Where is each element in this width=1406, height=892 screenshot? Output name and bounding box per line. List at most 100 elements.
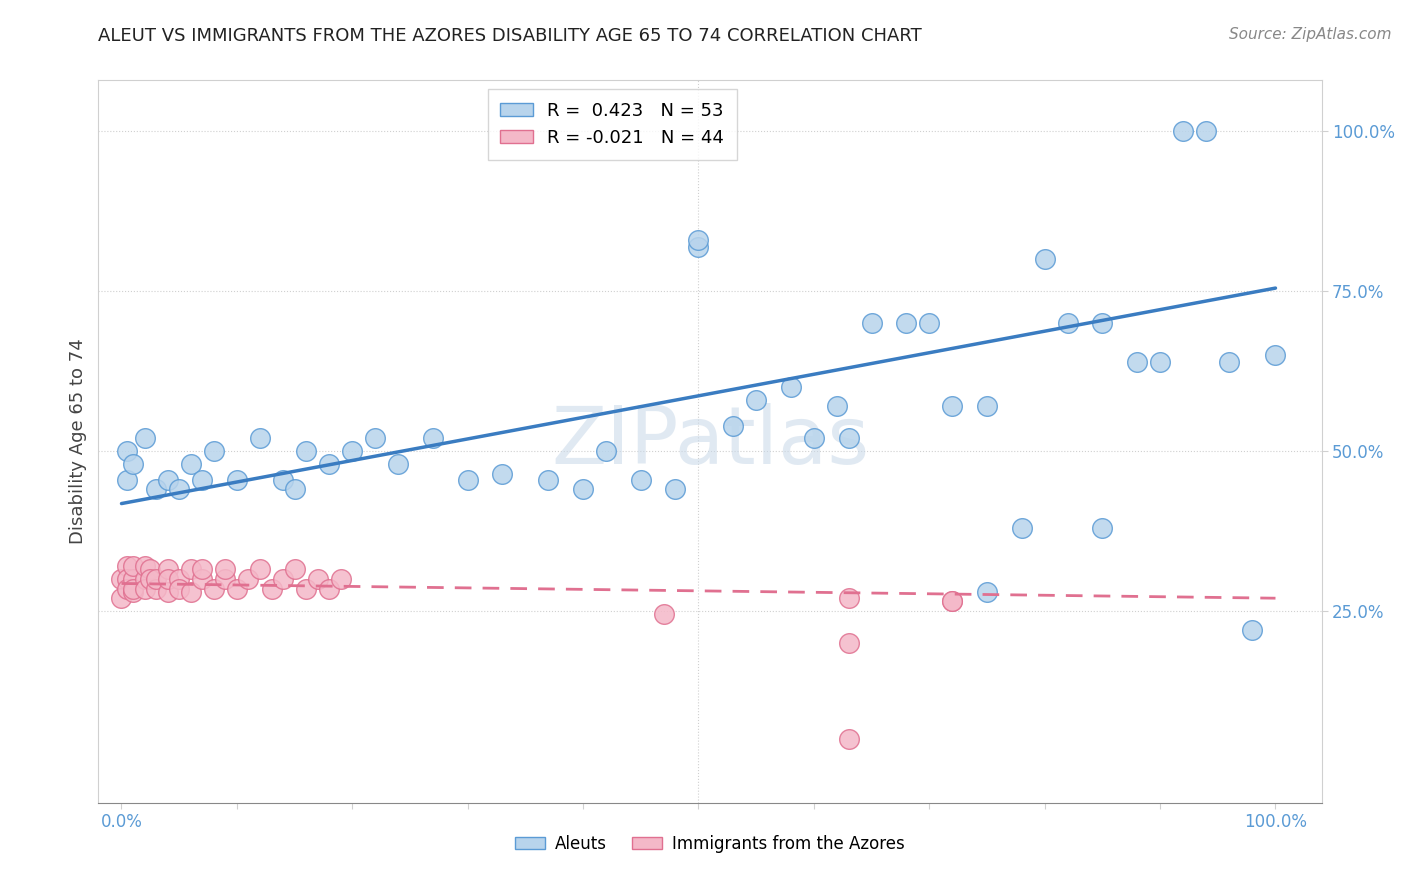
Text: ZIPatlas: ZIPatlas [551,402,869,481]
Point [1033,252,1056,267]
Point [1218,354,1240,368]
Point [318,582,340,596]
Point [422,431,444,445]
Point [295,444,318,458]
Point [491,467,513,481]
Point [117,572,139,586]
Point [202,444,225,458]
Point [249,431,271,445]
Point [630,473,652,487]
Text: ALEUT VS IMMIGRANTS FROM THE AZORES DISABILITY AGE 65 TO 74 CORRELATION CHART: ALEUT VS IMMIGRANTS FROM THE AZORES DISA… [98,27,922,45]
Point [134,582,156,596]
Point [1149,354,1171,368]
Point [860,316,883,330]
Point [122,572,145,586]
Point [284,562,307,576]
Point [721,418,744,433]
Point [745,392,768,407]
Point [122,584,145,599]
Point [180,457,202,471]
Point [191,572,214,586]
Point [260,582,283,596]
Point [295,582,318,596]
Point [572,483,595,497]
Point [139,572,162,586]
Point [167,572,190,586]
Point [652,607,675,622]
Point [117,582,139,596]
Point [976,400,998,414]
Point [837,591,859,606]
Point [167,582,190,596]
Point [249,562,271,576]
Point [145,572,167,586]
Point [896,316,918,330]
Point [134,559,156,574]
Point [837,431,859,445]
Point [191,473,214,487]
Point [117,444,139,458]
Point [1056,316,1078,330]
Point [145,483,167,497]
Point [364,431,387,445]
Point [110,591,132,606]
Point [180,562,202,576]
Point [156,572,179,586]
Point [825,400,848,414]
Point [329,572,352,586]
Point [1011,521,1033,535]
Point [134,431,156,445]
Point [595,444,617,458]
Point [307,572,329,586]
Point [238,572,260,586]
Point [271,473,294,487]
Point [457,473,479,487]
Point [1195,124,1218,138]
Point [976,584,998,599]
Point [284,483,307,497]
Point [110,572,132,586]
Point [214,562,236,576]
Point [214,572,236,586]
Point [122,582,145,596]
Point [134,572,156,586]
Y-axis label: Disability Age 65 to 74: Disability Age 65 to 74 [69,339,87,544]
Point [1091,521,1114,535]
Point [156,562,179,576]
Point [941,400,963,414]
Point [167,483,190,497]
Point [122,457,145,471]
Point [145,582,167,596]
Point [1241,623,1264,637]
Point [180,584,202,599]
Point [1126,354,1149,368]
Point [1264,348,1286,362]
Point [664,483,686,497]
Point [803,431,825,445]
Point [225,473,247,487]
Point [688,233,710,247]
Point [779,380,801,394]
Point [117,473,139,487]
Point [271,572,294,586]
Point [941,594,963,608]
Legend: Aleuts, Immigrants from the Azores: Aleuts, Immigrants from the Azores [509,828,911,860]
Point [688,239,710,253]
Point [122,559,145,574]
Point [1091,316,1114,330]
Point [202,582,225,596]
Point [139,562,162,576]
Point [225,582,247,596]
Text: Source: ZipAtlas.com: Source: ZipAtlas.com [1229,27,1392,42]
Point [318,457,340,471]
Point [837,731,859,746]
Point [387,457,409,471]
Point [191,562,214,576]
Point [918,316,941,330]
Point [342,444,364,458]
Point [156,473,179,487]
Point [156,584,179,599]
Point [1173,124,1195,138]
Point [117,559,139,574]
Point [537,473,560,487]
